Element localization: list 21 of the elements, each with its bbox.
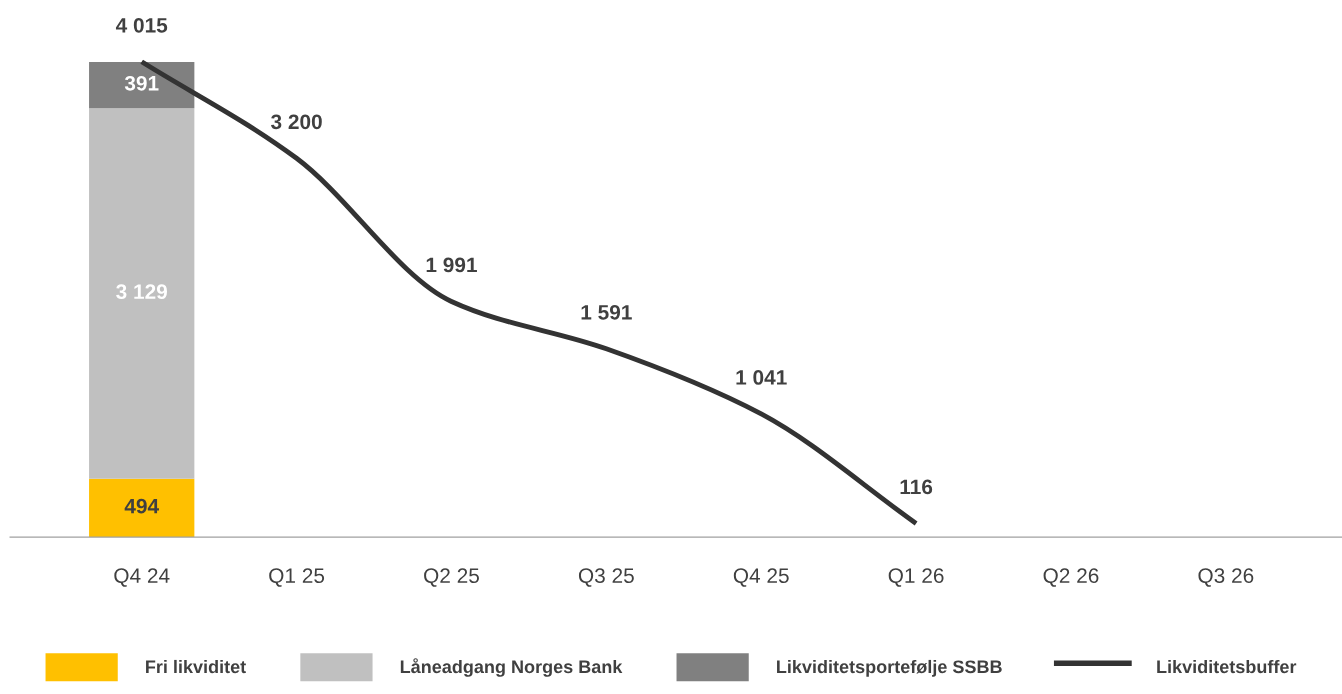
x-tick-label: Q4 24 [114, 568, 170, 587]
legend-label: Likviditetsportefølje SSBB [777, 659, 1002, 677]
data-label: 1 591 [581, 304, 632, 320]
data-label: 494 [124, 498, 159, 514]
legend-label: Likviditetsbuffer [1157, 659, 1297, 674]
x-tick-label: Q2 25 [424, 568, 479, 587]
data-label: 3 200 [271, 114, 322, 130]
data-label: 1 041 [736, 370, 787, 385]
x-tick-label: Q2 26 [1043, 568, 1099, 587]
legend-label: Låneadgang Norges Bank [400, 658, 623, 677]
data-label: 3 129 [116, 284, 168, 300]
x-tick-label: Q3 26 [1198, 568, 1254, 587]
data-label: 1 991 [426, 257, 477, 273]
data-label: 391 [124, 75, 159, 91]
x-tick-label: Q4 25 [733, 568, 789, 587]
x-tick-label: Q1 25 [269, 568, 325, 587]
x-tick-label: Q3 25 [578, 568, 634, 587]
data-label: 4 015 [115, 17, 168, 33]
x-tick-label: Q1 26 [888, 568, 944, 587]
data-label: 116 [900, 479, 933, 495]
legend-label: Fri likviditet [146, 659, 246, 674]
